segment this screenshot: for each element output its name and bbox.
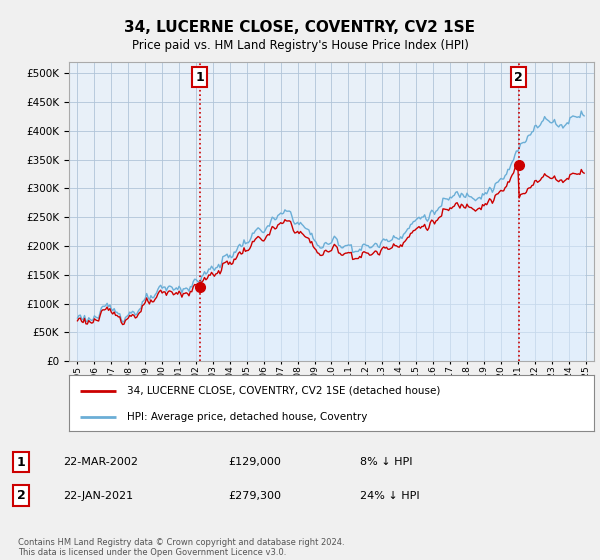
Text: 1: 1 [196, 71, 204, 83]
Text: £129,000: £129,000 [228, 457, 281, 467]
Text: 2: 2 [17, 489, 25, 502]
Text: 34, LUCERNE CLOSE, COVENTRY, CV2 1SE (detached house): 34, LUCERNE CLOSE, COVENTRY, CV2 1SE (de… [127, 386, 440, 396]
Text: HPI: Average price, detached house, Coventry: HPI: Average price, detached house, Cove… [127, 412, 367, 422]
Text: Price paid vs. HM Land Registry's House Price Index (HPI): Price paid vs. HM Land Registry's House … [131, 39, 469, 52]
Text: 34, LUCERNE CLOSE, COVENTRY, CV2 1SE: 34, LUCERNE CLOSE, COVENTRY, CV2 1SE [125, 20, 476, 35]
Text: 8% ↓ HPI: 8% ↓ HPI [360, 457, 413, 467]
Text: 22-JAN-2021: 22-JAN-2021 [63, 491, 133, 501]
Text: 1: 1 [17, 455, 25, 469]
Text: 22-MAR-2002: 22-MAR-2002 [63, 457, 138, 467]
Text: 2: 2 [514, 71, 523, 83]
Text: Contains HM Land Registry data © Crown copyright and database right 2024.
This d: Contains HM Land Registry data © Crown c… [18, 538, 344, 557]
Text: £279,300: £279,300 [228, 491, 281, 501]
Text: 24% ↓ HPI: 24% ↓ HPI [360, 491, 419, 501]
